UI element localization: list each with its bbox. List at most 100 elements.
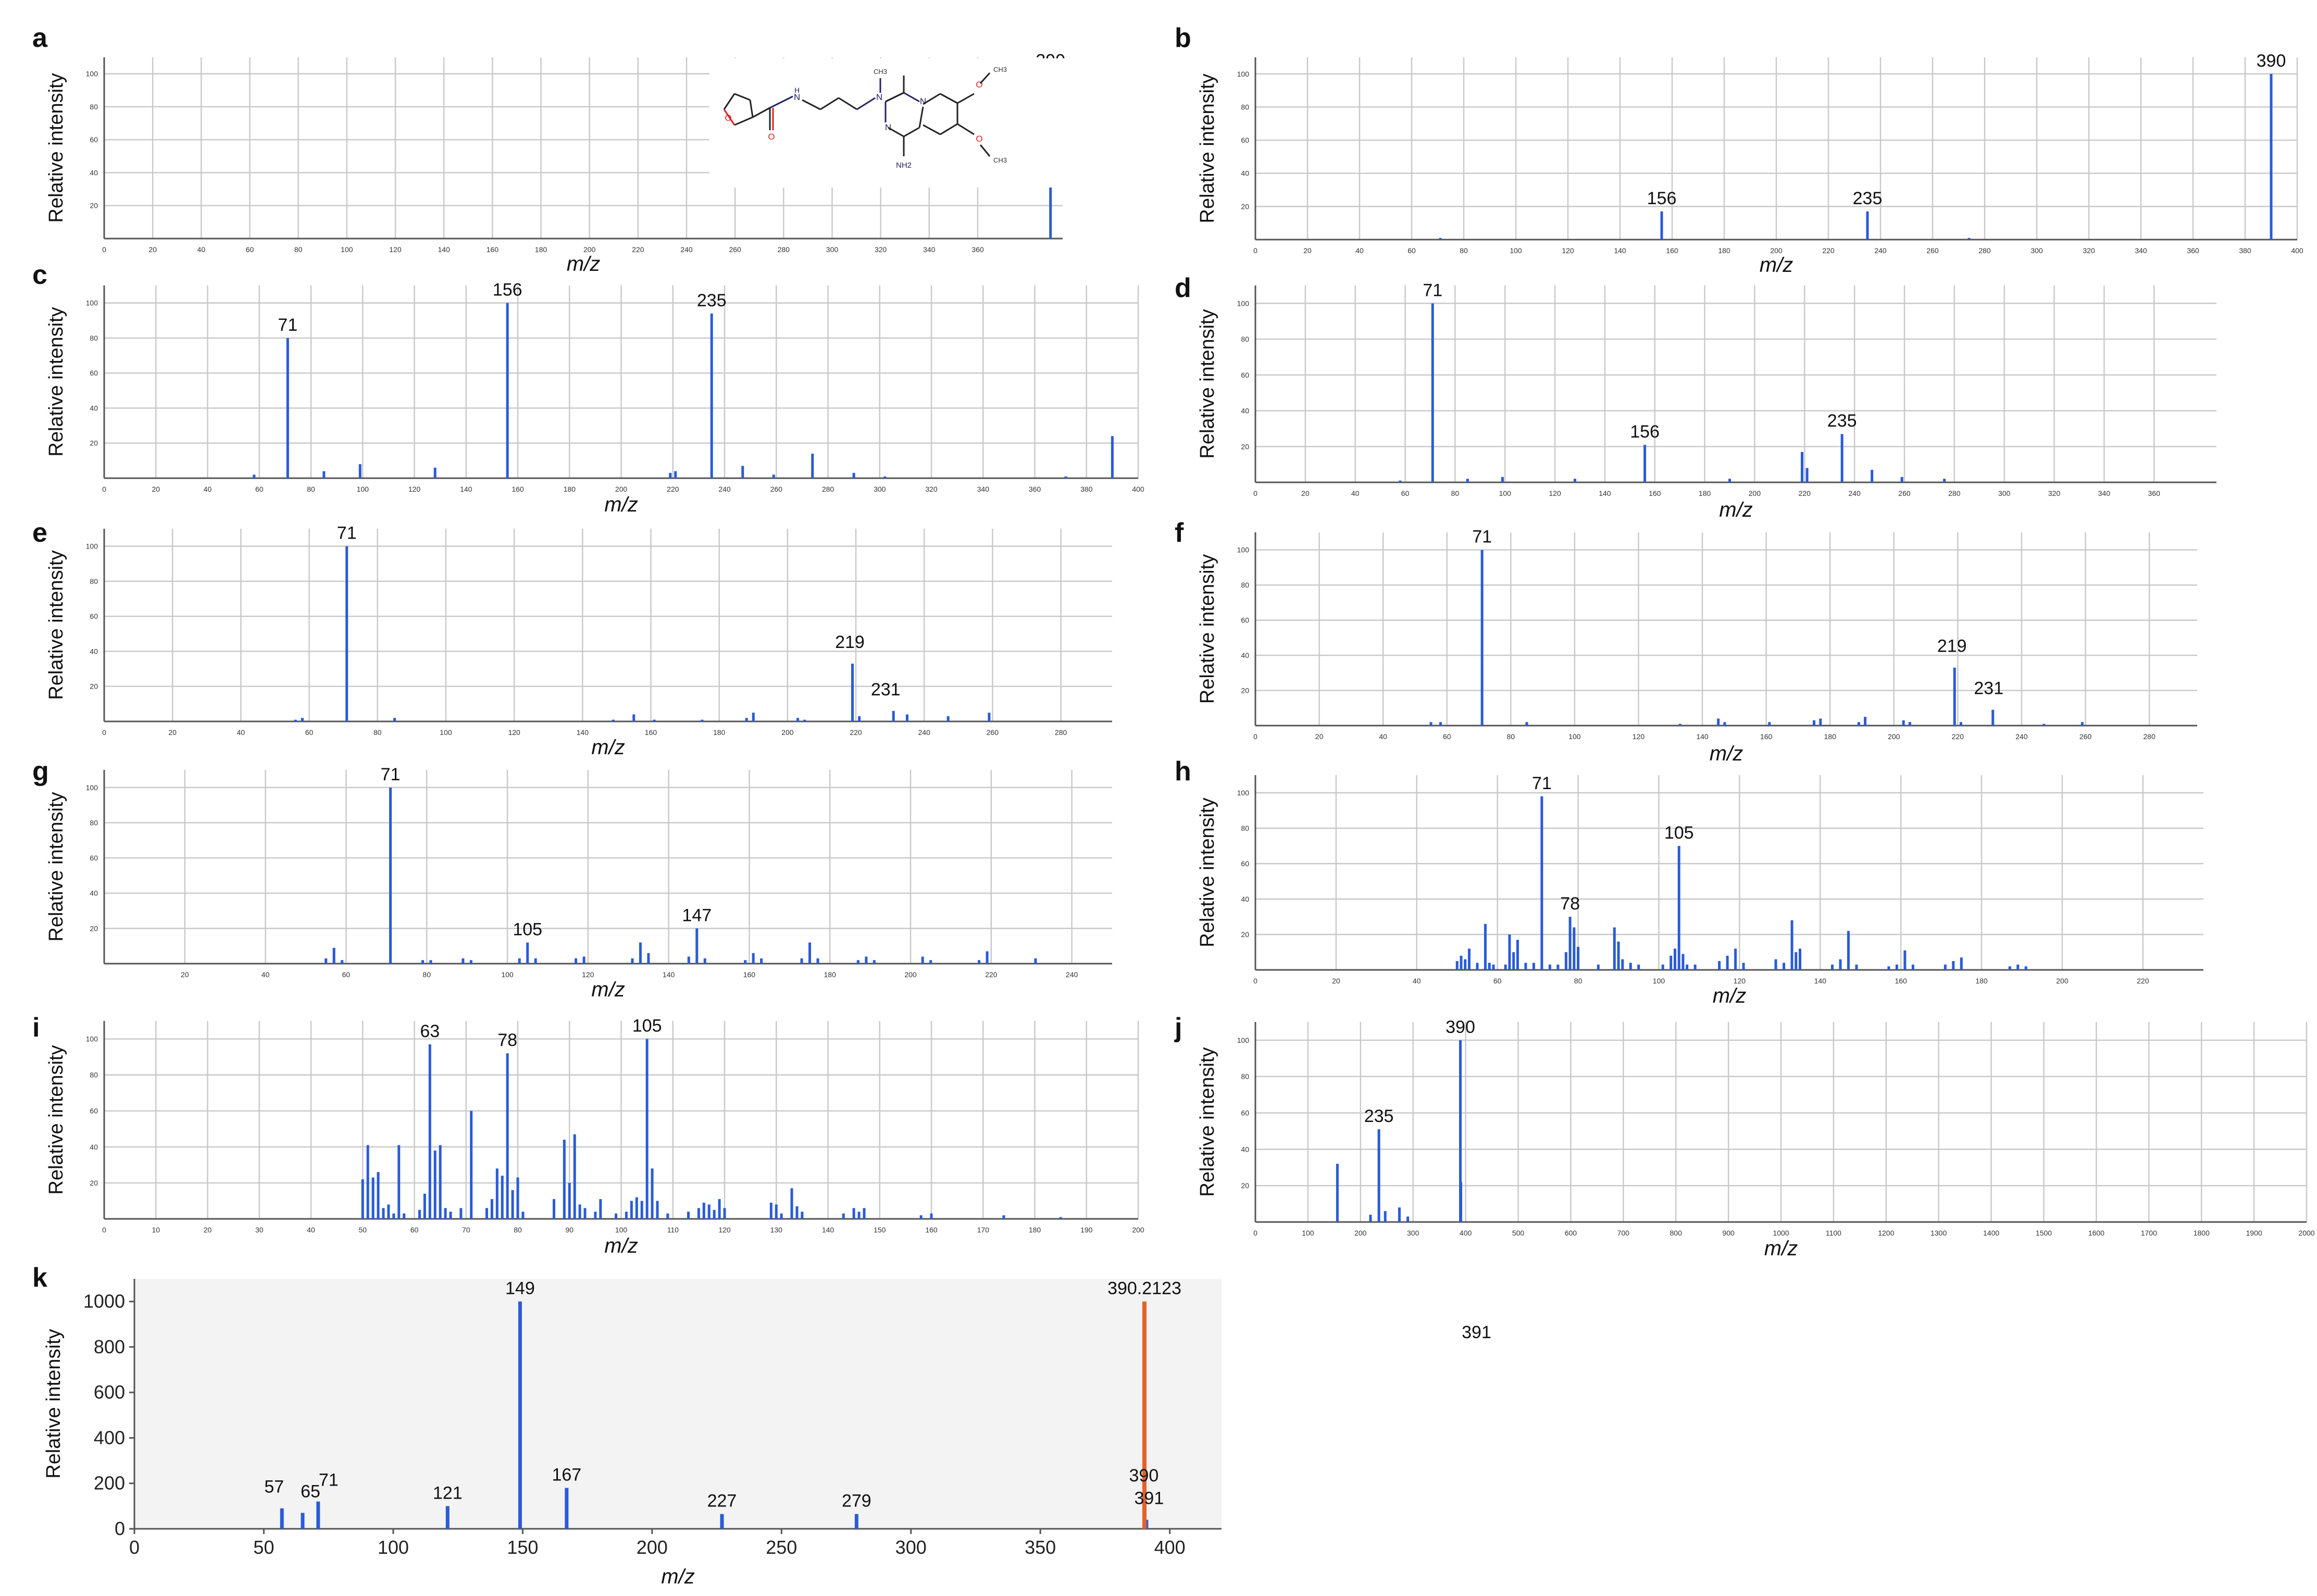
peak-annotation: 121 — [433, 1483, 463, 1503]
panel-label: d — [1175, 273, 1191, 303]
panel-label: k — [32, 1263, 47, 1293]
y-tick-label: 80 — [90, 103, 98, 111]
x-tick-label: 1100 — [1826, 1229, 1841, 1237]
panel-label: g — [32, 756, 49, 787]
x-tick-label: 120 — [1633, 732, 1645, 741]
x-tick-label: 280 — [778, 245, 790, 254]
x-tick-label: 140 — [577, 728, 589, 737]
x-tick-label: 220 — [2137, 977, 2149, 985]
bond — [820, 97, 839, 110]
x-tick-label: 60 — [246, 245, 254, 254]
x-tick-label: 140 — [663, 970, 675, 979]
x-tick-label: 50 — [253, 1537, 274, 1558]
x-tick-label: 100 — [1510, 246, 1522, 255]
y-axis-title: Relative intensity — [45, 1045, 67, 1194]
x-tick-label: 200 — [1132, 1226, 1144, 1234]
x-tick-label: 120 — [1734, 977, 1746, 985]
x-tick-label: 360 — [2187, 246, 2199, 255]
x-axis-title: m/z — [1764, 1237, 1798, 1260]
bond — [979, 144, 991, 157]
atom-label: N — [920, 96, 926, 106]
atom-label: O — [768, 132, 775, 142]
y-tick-label: 20 — [1241, 930, 1249, 939]
y-tick-label: 400 — [94, 1427, 125, 1448]
x-tick-label: 1200 — [1878, 1229, 1894, 1237]
x-tick-label: 100 — [440, 728, 452, 737]
peak-annotation: 149 — [505, 1279, 535, 1299]
x-tick-label: 220 — [1822, 246, 1835, 255]
peak-annotation: 147 — [682, 905, 712, 925]
x-tick-label: 800 — [1670, 1229, 1683, 1237]
x-tick-label: 100 — [357, 485, 369, 493]
x-tick-label: 160 — [487, 245, 499, 254]
y-axis-title: Relative intensity — [45, 550, 67, 700]
x-tick-label: 140 — [1614, 246, 1626, 255]
bond — [769, 95, 793, 109]
x-tick-label: 180 — [1718, 246, 1730, 255]
x-tick-label: 100 — [1302, 1229, 1314, 1237]
peak-annotation: 235 — [697, 291, 727, 310]
x-tick-label: 220 — [667, 485, 679, 493]
y-axis-title: Relative intensity — [45, 307, 67, 456]
bond — [838, 97, 857, 110]
y-tick-label: 0 — [115, 1518, 125, 1539]
x-tick-label: 160 — [925, 1226, 938, 1234]
x-tick-label: 200 — [583, 245, 596, 254]
x-axis-title: m/z — [1760, 254, 1793, 277]
bond — [903, 127, 920, 138]
x-tick-label: 120 — [508, 728, 520, 737]
x-tick-label: 240 — [680, 245, 693, 254]
x-tick-label: 240 — [718, 485, 731, 493]
bond — [957, 123, 975, 135]
y-tick-label: 40 — [1241, 895, 1249, 903]
x-tick-label: 100 — [1653, 977, 1665, 985]
x-tick-label: 180 — [564, 485, 576, 493]
y-tick-label: 80 — [1241, 1073, 1249, 1081]
panel-i: 0 10 20 30 40 50 60 70 80 90 100 110 120 130 140 150 160… — [32, 1013, 1144, 1257]
x-tick-label: 160 — [645, 728, 657, 737]
peak-annotation: 105 — [513, 919, 542, 939]
peak-annotation: 78 — [497, 1030, 517, 1050]
x-tick-label: 220 — [632, 245, 644, 254]
bond — [940, 93, 958, 104]
x-tick-label: 40 — [1379, 732, 1387, 741]
x-tick-label: 20 — [1332, 977, 1340, 985]
x-tick-label: 600 — [1565, 1229, 1577, 1237]
panel-d: 0 20 40 60 80 100 120 140 160 180 200 220 240 260 280 3… — [1175, 273, 2216, 521]
y-tick-label: 60 — [1241, 1109, 1249, 1117]
x-tick-label: 40 — [261, 970, 270, 979]
peak-annotation: 235 — [1853, 189, 1883, 208]
x-tick-label: 320 — [875, 245, 887, 254]
x-tick-label: 110 — [667, 1226, 679, 1234]
x-tick-label: 700 — [1617, 1229, 1630, 1237]
panel-label: j — [1174, 1013, 1182, 1043]
x-tick-label: 120 — [718, 1226, 731, 1234]
atom-label: CH3 — [993, 66, 1007, 73]
atom-label: N — [885, 122, 891, 132]
x-axis-title: m/z — [591, 736, 625, 759]
x-tick-label: 180 — [1699, 489, 1711, 497]
peak-annotation: 390 — [2257, 51, 2286, 71]
x-tick-label: 0 — [102, 245, 106, 254]
x-tick-label: 200 — [1749, 489, 1761, 497]
x-tick-label: 120 — [1562, 246, 1574, 255]
y-tick-label: 100 — [86, 542, 98, 551]
x-tick-label: 0 — [1253, 246, 1257, 255]
peak-annotation: 390.2123 — [1107, 1279, 1181, 1299]
y-tick-label: 60 — [90, 369, 98, 377]
y-tick-label: 60 — [1241, 616, 1249, 625]
atom-label: O — [976, 134, 982, 144]
y-tick-label: 80 — [1241, 581, 1249, 589]
panel-e: 0 20 40 60 80 100 120 140 160 180 200 220 240 260 280 2… — [32, 518, 1112, 759]
x-tick-label: 340 — [923, 245, 936, 254]
x-tick-label: 80 — [307, 485, 315, 493]
y-tick-label: 100 — [1237, 546, 1250, 554]
x-tick-label: 180 — [713, 728, 726, 737]
peak-annotation: 231 — [871, 680, 901, 700]
y-tick-label: 20 — [90, 682, 98, 691]
peak-annotation: 71 — [319, 1470, 339, 1490]
panel-f: 0 20 40 60 80 100 120 140 160 180 200 220 240 260 280 2… — [1175, 518, 2197, 765]
x-tick-label: 180 — [535, 245, 547, 254]
atom-label: H — [794, 86, 800, 94]
